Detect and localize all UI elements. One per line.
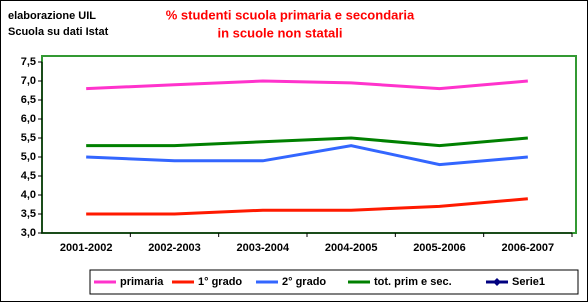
note: elaborazione UIL — [8, 10, 96, 22]
chart-title: in scuole non statali — [218, 25, 343, 40]
legend-label: tot. prim e sec. — [374, 276, 452, 288]
x-tick-label: 2005-2006 — [413, 242, 466, 254]
series-line — [86, 79, 528, 91]
note: Scuola su dati Istat — [8, 26, 109, 38]
y-tick-label: 6,5 — [21, 94, 36, 106]
y-tick-label: 7,0 — [21, 75, 36, 87]
legend-label: Serie1 — [512, 276, 545, 288]
legend-label: 1° grado — [198, 276, 242, 288]
legend-label: primaria — [120, 276, 164, 288]
x-tick-label: 2004-2005 — [325, 242, 378, 254]
y-tick-label: 6,0 — [21, 113, 36, 125]
series-line — [86, 136, 528, 148]
chart-title: % studenti scuola primaria e secondaria — [166, 7, 415, 22]
x-tick-label: 2002-2003 — [148, 242, 201, 254]
x-tick-label: 2001-2002 — [60, 242, 113, 254]
series-line — [86, 144, 528, 167]
x-tick-label: 2006-2007 — [502, 242, 555, 254]
y-tick-label: 3,5 — [21, 208, 36, 220]
legend-label: 2° grado — [282, 276, 326, 288]
series-line — [86, 197, 528, 216]
y-tick-label: 5,0 — [21, 151, 36, 163]
x-tick-label: 2003-2004 — [237, 242, 290, 254]
y-tick-label: 4,5 — [21, 170, 36, 182]
y-tick-label: 7,5 — [21, 56, 36, 68]
legend-marker — [493, 278, 501, 286]
y-tick-label: 3,0 — [21, 227, 36, 239]
y-tick-label: 4,0 — [21, 189, 36, 201]
y-tick-label: 5,5 — [21, 132, 36, 144]
